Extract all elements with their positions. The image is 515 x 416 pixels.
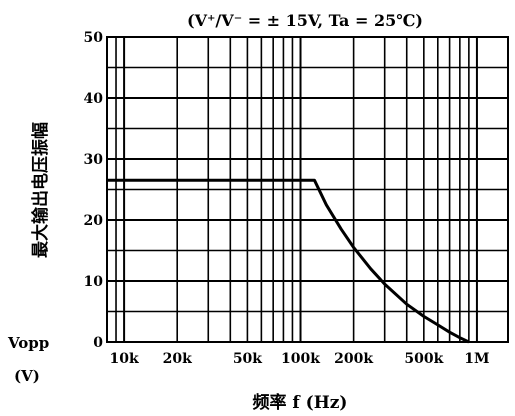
- y-tick-label: 30: [84, 152, 104, 168]
- minor-grid: [106, 37, 508, 342]
- y-tick-label: 0: [93, 335, 103, 351]
- y-axis-symbol: Vopp: [7, 334, 49, 352]
- x-tick-label: 500k: [404, 351, 443, 367]
- y-tick-label: 10: [84, 274, 104, 290]
- y-tick-label: 50: [84, 30, 104, 46]
- chart-title: (V⁺/V⁻ = ± 15V, Ta = 25℃): [187, 11, 423, 30]
- x-tick-label: 20k: [163, 351, 192, 367]
- x-tick-label: 200k: [334, 351, 373, 367]
- major-grid: [107, 37, 508, 342]
- x-tick-label: 50k: [233, 351, 262, 367]
- x-axis-label: 频率 f (Hz): [253, 392, 348, 413]
- y-axis-label: 最大输出电压振幅: [30, 122, 51, 258]
- x-tick-label: 100k: [281, 351, 320, 367]
- x-tick-label: 1M: [464, 351, 489, 367]
- y-tick-label: 40: [84, 91, 104, 107]
- y-tick-labels: 0 10 20 30 40 50: [84, 30, 104, 351]
- series-line: [107, 178, 470, 344]
- x-tick-labels: 10k 20k 50k 100k 200k 500k 1M: [110, 351, 490, 367]
- y-axis-unit: (V): [14, 367, 40, 385]
- x-tick-label: 10k: [110, 351, 139, 367]
- plot-frame: [106, 36, 509, 343]
- y-tick-label: 20: [84, 213, 104, 229]
